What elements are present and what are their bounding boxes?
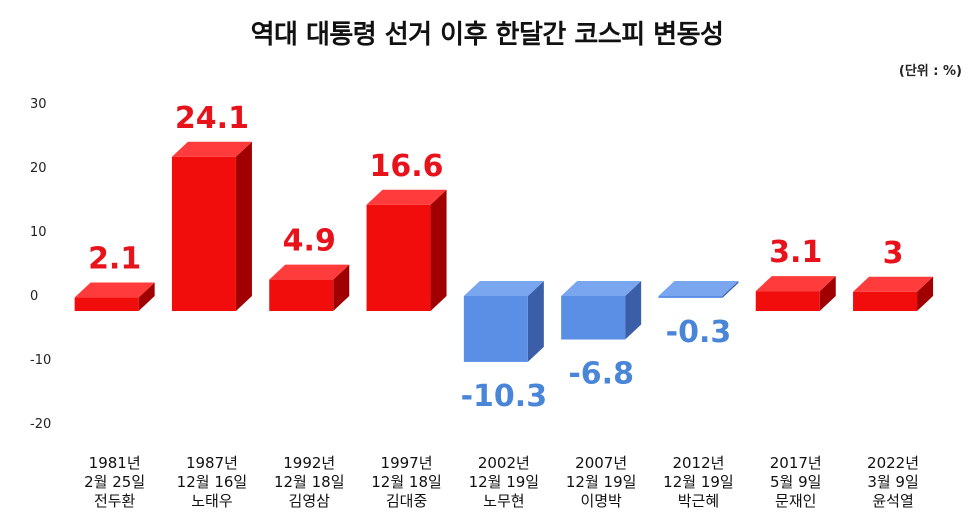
data-label: -10.3	[461, 379, 547, 414]
bar	[171, 156, 236, 311]
category-label: 김영삼	[289, 492, 331, 510]
category-label: 12월 19일	[469, 473, 540, 491]
bar-top	[171, 141, 252, 157]
bar	[74, 297, 139, 311]
data-label: 16.6	[370, 149, 444, 184]
bar-side	[819, 276, 836, 311]
category-label: 노태우	[191, 492, 233, 510]
category-label: 윤석열	[872, 492, 913, 510]
data-label: 24.1	[175, 101, 249, 136]
category-label: 박근혜	[678, 492, 719, 510]
bar-side	[625, 281, 642, 340]
category-label: 1992년	[283, 454, 335, 472]
y-tick-label: -10	[30, 353, 51, 368]
chart-title: 역대 대통령 선거 이후 한달간 코스피 변동성	[250, 20, 724, 50]
category-label: 2002년	[478, 454, 530, 472]
bar-top	[561, 281, 642, 296]
category-label: 12월 18일	[274, 473, 345, 491]
category-label: 12월 18일	[371, 473, 442, 491]
bar-top	[658, 281, 739, 296]
bar-top	[74, 282, 155, 298]
category-label: 2012년	[672, 454, 724, 472]
bar-side	[333, 264, 350, 311]
category-label: 12월 19일	[663, 473, 734, 491]
unit-note: (단위 : %)	[898, 64, 962, 79]
y-tick-label: 0	[30, 289, 38, 304]
data-label: -6.8	[568, 357, 634, 392]
category-label: 1997년	[381, 454, 433, 472]
bar-side	[235, 141, 252, 311]
y-tick-label: 30	[30, 97, 47, 112]
data-label: 3.1	[769, 235, 822, 270]
data-label: 3	[883, 236, 904, 271]
bar	[853, 291, 918, 311]
bar	[658, 296, 723, 298]
category-label: 이명박	[580, 492, 622, 510]
bar-side	[138, 282, 155, 311]
category-label: 5월 9일	[770, 473, 821, 491]
bar	[755, 291, 820, 311]
category-label: 1981년	[89, 454, 141, 472]
category-label: 2007년	[575, 454, 627, 472]
category-label: 12월 19일	[566, 473, 637, 491]
bar-side	[917, 276, 934, 311]
data-label: 2.1	[88, 242, 141, 277]
bar-top	[755, 276, 836, 292]
category-label: 1987년	[186, 454, 238, 472]
bar-side	[722, 281, 739, 298]
category-label: 2월 25일	[84, 473, 145, 491]
bar-top	[269, 264, 350, 280]
category-label: 3월 9일	[867, 473, 918, 491]
category-label: 2017년	[770, 454, 822, 472]
bar	[366, 204, 431, 311]
category-label: 전두환	[94, 492, 136, 510]
bar-side	[527, 281, 544, 362]
data-label: -0.3	[666, 315, 732, 350]
bar-top	[853, 276, 934, 292]
bar	[561, 296, 626, 340]
bar-top	[463, 281, 544, 296]
y-tick-label: -20	[30, 417, 51, 432]
category-label: 문재인	[775, 492, 816, 510]
y-tick-label: 20	[30, 161, 47, 176]
bar	[463, 296, 528, 362]
category-label: 김대중	[386, 492, 427, 510]
y-tick-label: 10	[30, 225, 47, 240]
data-label: 4.9	[283, 224, 336, 259]
category-label: 12월 16일	[177, 473, 248, 491]
category-label: 노무현	[483, 492, 524, 510]
bar-top	[366, 189, 447, 205]
category-label: 2022년	[867, 454, 919, 472]
bar	[269, 279, 334, 311]
bar-side	[430, 189, 447, 311]
